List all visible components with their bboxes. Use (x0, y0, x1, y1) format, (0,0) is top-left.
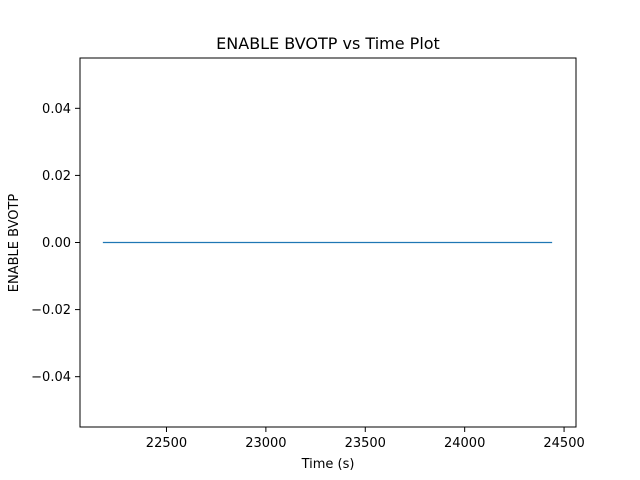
x-axis-label: Time (s) (301, 457, 355, 472)
x-tick-label: 23500 (345, 436, 386, 451)
y-tick-label: 0.04 (42, 102, 71, 117)
x-tick-label: 22500 (146, 436, 187, 451)
y-tick-label: 0.02 (42, 169, 71, 184)
x-tick-label: 23000 (245, 436, 286, 451)
x-tick-label: 24000 (444, 436, 485, 451)
y-axis-label: ENABLE BVOTP (7, 194, 22, 293)
y-axis: −0.04 −0.02 0.00 0.02 0.04 (31, 102, 80, 385)
y-tick-label: 0.00 (42, 236, 71, 251)
y-tick-label: −0.02 (31, 303, 71, 318)
chart-title: ENABLE BVOTP vs Time Plot (216, 34, 440, 53)
x-axis: 22500 23000 23500 24000 24500 (146, 427, 585, 451)
y-tick-label: −0.04 (31, 370, 71, 385)
x-tick-label: 24500 (543, 436, 584, 451)
